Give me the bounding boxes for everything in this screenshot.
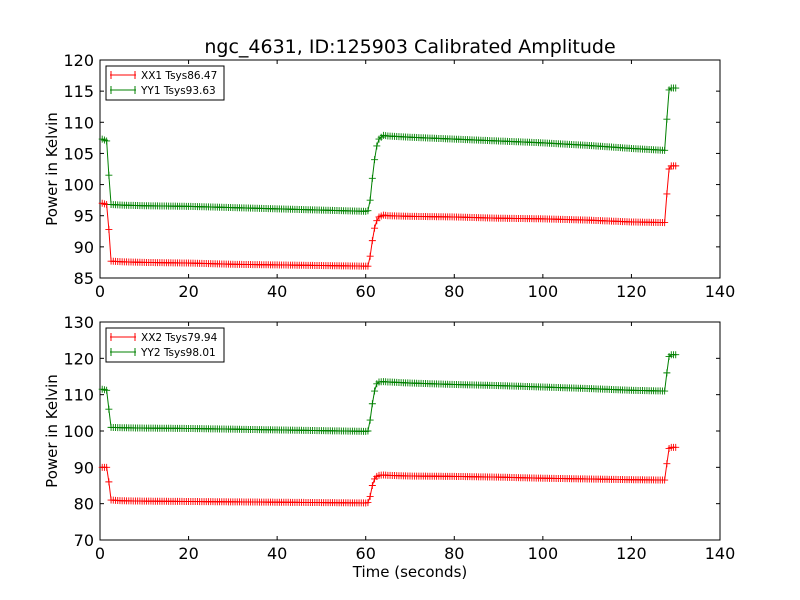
y-tick-label: 80 <box>74 495 94 514</box>
y-tick-label: 95 <box>74 207 94 226</box>
legend-swatch-marker <box>110 71 136 79</box>
x-tick-label: 80 <box>444 282 464 301</box>
x-tick-label: 120 <box>616 282 647 301</box>
y-axis-label: Power in Kelvin <box>43 112 61 226</box>
x-tick-label: 20 <box>178 282 198 301</box>
y-axis-label: Power in Kelvin <box>43 374 61 488</box>
legend-entry: YY1 Tsys93.63 <box>140 85 216 97</box>
data-point-marker <box>103 463 111 471</box>
plot-panel-top: 0 20 40 60 80 100 120 140 85 90 95 100 105 110 115 120 P… <box>43 51 735 301</box>
y-tick-label: 130 <box>63 313 94 332</box>
data-point-marker <box>105 405 113 413</box>
x-tick-label: 0 <box>95 544 105 563</box>
x-axis-label: Time (seconds) <box>352 563 468 581</box>
legend-box <box>105 327 225 363</box>
y-tick-label: 100 <box>63 422 94 441</box>
legend-swatch-marker <box>110 86 136 94</box>
data-point-marker <box>366 196 374 204</box>
legend-entry: YY2 Tsys98.01 <box>140 347 216 359</box>
legend-entry: XX1 Tsys86.47 <box>141 70 217 82</box>
data-point-marker <box>663 369 671 377</box>
data-point-marker <box>371 156 379 164</box>
data-point-marker <box>364 499 372 507</box>
legend-swatch-marker <box>110 333 136 341</box>
y-tick-label: 110 <box>63 113 94 132</box>
data-point-marker <box>661 476 669 484</box>
x-tick-label: 100 <box>528 282 559 301</box>
x-tick-label: 0 <box>95 282 105 301</box>
series-1-1 <box>98 351 680 435</box>
data-point-marker <box>661 146 669 154</box>
y-tick-label: 100 <box>63 176 94 195</box>
plot-panel-bottom: 0 20 40 60 80 100 120 140 70 80 90 100 110 120 130 Powe… <box>43 313 735 581</box>
y-tick-label: 85 <box>74 269 94 288</box>
legend: XX1 Tsys86.47 YY1 Tsys93.63 <box>105 65 225 101</box>
data-point-marker <box>373 217 381 225</box>
legend-box <box>105 65 225 101</box>
data-point-marker <box>366 416 374 424</box>
y-tick-label: 90 <box>74 458 94 477</box>
y-tick-label: 120 <box>63 51 94 70</box>
y-tick-label: 70 <box>74 531 94 550</box>
data-point-marker <box>663 190 671 198</box>
data-point-marker <box>661 387 669 395</box>
data-point-marker <box>368 237 376 245</box>
x-tick-label: 80 <box>444 544 464 563</box>
series-1-0 <box>98 443 680 507</box>
data-point-marker <box>371 387 379 395</box>
data-point-marker <box>661 219 669 227</box>
y-tick-label: 120 <box>63 349 94 368</box>
y-tick-label: 115 <box>63 82 94 101</box>
legend-swatch-marker <box>110 348 136 356</box>
x-tick-label: 40 <box>267 544 287 563</box>
x-tick-label: 20 <box>178 544 198 563</box>
series-0-0 <box>98 162 680 270</box>
data-point-marker <box>105 225 113 233</box>
y-tick-label: 105 <box>63 144 94 163</box>
data-point-marker <box>364 427 372 435</box>
x-tick-label: 100 <box>528 544 559 563</box>
x-tick-label: 40 <box>267 282 287 301</box>
x-tick-label: 120 <box>616 544 647 563</box>
data-point-marker <box>672 162 680 170</box>
data-point-marker <box>672 443 680 451</box>
y-tick-label: 90 <box>74 238 94 257</box>
data-point-marker <box>364 262 372 270</box>
data-point-marker <box>103 386 111 394</box>
x-tick-label: 60 <box>356 544 376 563</box>
data-point-marker <box>663 460 671 468</box>
data-point-marker <box>672 351 680 359</box>
data-point-marker <box>373 142 381 150</box>
data-point-marker <box>364 207 372 215</box>
data-point-marker <box>672 84 680 92</box>
legend-entry: XX2 Tsys79.94 <box>141 332 218 344</box>
x-tick-label: 140 <box>705 282 736 301</box>
series-0-1 <box>98 84 680 215</box>
data-point-marker <box>371 224 379 232</box>
data-point-marker <box>368 174 376 182</box>
data-point-marker <box>368 482 376 489</box>
data-point-marker <box>663 115 671 123</box>
data-point-marker <box>105 171 113 179</box>
figure-title: ngc_4631, ID:125903 Calibrated Amplitude <box>204 36 615 58</box>
data-point-marker <box>103 137 111 145</box>
data-point-marker <box>366 492 374 500</box>
legend: XX2 Tsys79.94 YY2 Tsys98.01 <box>105 327 225 363</box>
x-tick-label: 60 <box>356 282 376 301</box>
data-point-marker <box>105 478 113 486</box>
data-point-marker <box>366 252 374 260</box>
y-tick-label: 110 <box>63 386 94 405</box>
data-point-marker <box>368 400 376 408</box>
x-tick-label: 140 <box>705 544 736 563</box>
